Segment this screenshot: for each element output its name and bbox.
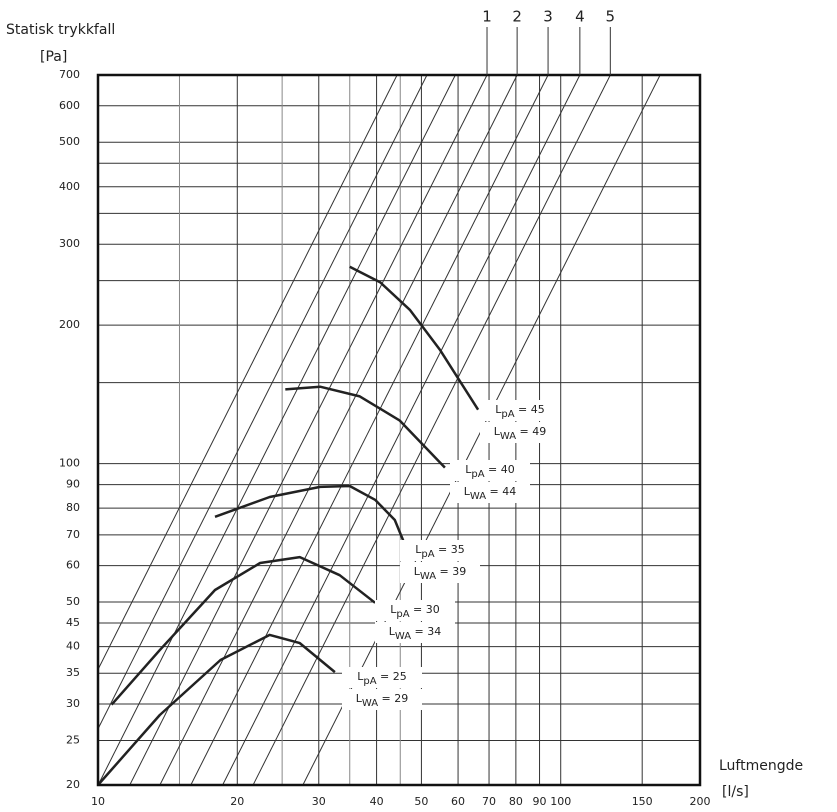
y-tick-label: 70 bbox=[66, 528, 80, 541]
duct-label: 3 bbox=[543, 8, 553, 26]
duct-label: 4 bbox=[575, 8, 585, 26]
duct-label: 5 bbox=[606, 8, 616, 26]
y-tick-label: 20 bbox=[66, 778, 80, 791]
noise-curve bbox=[285, 385, 446, 469]
x-tick-label: 50 bbox=[414, 795, 428, 808]
curve-label: LpA = 45 bbox=[495, 403, 545, 420]
y-tick-label: 50 bbox=[66, 595, 80, 608]
y-tick-label: 90 bbox=[66, 478, 80, 491]
x-axis-title: Luftmengde bbox=[719, 758, 803, 774]
x-tick-label: 20 bbox=[230, 795, 244, 808]
y-tick-label: 25 bbox=[66, 733, 80, 746]
x-tick-label: 10 bbox=[91, 795, 105, 808]
curve-label: LWA = 39 bbox=[414, 565, 467, 582]
x-tick-label: 30 bbox=[312, 795, 326, 808]
duct-line bbox=[252, 75, 611, 785]
x-tick-label: 60 bbox=[451, 795, 465, 808]
plot-frame bbox=[96, 73, 702, 787]
duct-line bbox=[129, 75, 488, 785]
y-tick-label: 700 bbox=[59, 68, 80, 81]
y-tick-label: 35 bbox=[66, 666, 80, 679]
curve-label: LpA = 30 bbox=[390, 603, 440, 620]
x-tick-label: 90 bbox=[533, 795, 547, 808]
y-axis-unit: [Pa] bbox=[40, 49, 67, 65]
curve-label: LpA = 35 bbox=[415, 543, 465, 560]
x-tick-label: 80 bbox=[509, 795, 523, 808]
y-tick-label: 40 bbox=[66, 640, 80, 653]
y-tick-label: 400 bbox=[59, 180, 80, 193]
label-bg bbox=[342, 667, 422, 688]
y-tick-label: 60 bbox=[66, 559, 80, 572]
curve-label: LWA = 29 bbox=[356, 692, 409, 709]
y-tick-label: 45 bbox=[66, 616, 80, 629]
duct-line bbox=[222, 75, 581, 785]
x-tick-label: 200 bbox=[690, 795, 711, 808]
x-axis-unit: [l/s] bbox=[722, 784, 749, 800]
y-tick-label: 100 bbox=[59, 457, 80, 470]
y-axis-title: Statisk trykkfall bbox=[6, 22, 115, 38]
duct-line bbox=[98, 75, 456, 785]
y-tick-label: 300 bbox=[59, 237, 80, 250]
label-bg bbox=[400, 540, 480, 561]
curve-label: LWA = 49 bbox=[494, 425, 547, 442]
noise-curve bbox=[349, 265, 480, 411]
label-bg bbox=[480, 422, 560, 443]
label-bg bbox=[480, 400, 560, 421]
label-bg bbox=[450, 460, 530, 481]
duct-label: 1 bbox=[482, 8, 492, 26]
noise-curve bbox=[97, 633, 336, 786]
label-bg bbox=[375, 622, 455, 643]
duct-line bbox=[98, 75, 398, 671]
label-bg bbox=[375, 600, 455, 621]
noise-curve bbox=[214, 484, 407, 546]
duct-line bbox=[98, 75, 428, 730]
x-tick-label: 100 bbox=[550, 795, 571, 808]
x-tick-label: 40 bbox=[370, 795, 384, 808]
x-tick-label: 150 bbox=[632, 795, 653, 808]
duct-line bbox=[159, 75, 518, 785]
curve-label: LpA = 25 bbox=[357, 670, 407, 687]
noise-curve bbox=[110, 555, 376, 706]
label-bg bbox=[400, 562, 480, 583]
label-bg bbox=[450, 482, 530, 503]
duct-lines bbox=[98, 75, 661, 785]
label-bg bbox=[342, 689, 422, 710]
y-tick-label: 30 bbox=[66, 697, 80, 710]
curves bbox=[97, 265, 480, 786]
x-tick-label: 70 bbox=[482, 795, 496, 808]
y-tick-label: 80 bbox=[66, 501, 80, 514]
duct-line bbox=[190, 75, 549, 785]
curve-label: LWA = 34 bbox=[389, 625, 442, 642]
y-tick-label: 200 bbox=[59, 318, 80, 331]
y-tick-label: 600 bbox=[59, 99, 80, 112]
curve-label: LpA = 40 bbox=[465, 463, 515, 480]
labels: 1 2 3 4 5 LpA = 45 LWA = 49 LpA = 40 LWA = 44 LpA… bbox=[342, 8, 616, 710]
curve-label: LWA = 44 bbox=[464, 485, 517, 502]
duct-label: 2 bbox=[512, 8, 522, 26]
y-tick-label: 500 bbox=[59, 135, 80, 148]
